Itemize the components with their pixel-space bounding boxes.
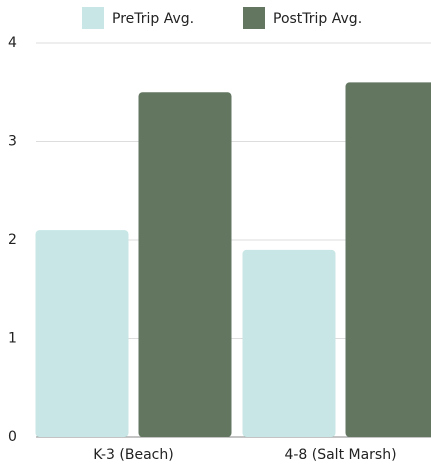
x-tick-label: K-3 (Beach) bbox=[93, 447, 173, 463]
y-tick-label: 0 bbox=[8, 429, 17, 445]
y-tick-label: 3 bbox=[8, 134, 17, 150]
legend-swatch bbox=[243, 7, 265, 29]
bar bbox=[345, 82, 431, 437]
legend-label: PreTrip Avg. bbox=[112, 11, 194, 27]
bar bbox=[35, 230, 129, 437]
bar bbox=[138, 92, 232, 437]
y-tick-label: 4 bbox=[8, 35, 17, 51]
y-tick-label: 2 bbox=[8, 232, 17, 248]
x-tick-label: 4-8 (Salt Marsh) bbox=[284, 447, 396, 463]
legend-label: PostTrip Avg. bbox=[273, 11, 362, 27]
y-tick-label: 1 bbox=[8, 331, 17, 347]
legend-swatch bbox=[82, 7, 104, 29]
bar bbox=[242, 249, 336, 437]
